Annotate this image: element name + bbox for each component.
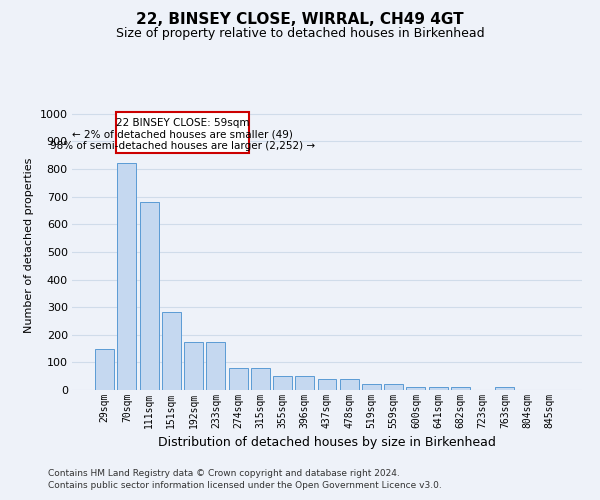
Bar: [162, 312, 181, 390]
Text: Contains HM Land Registry data © Crown copyright and database right 2024.: Contains HM Land Registry data © Crown c…: [48, 468, 400, 477]
Bar: [496, 387, 514, 390]
Bar: [295, 376, 314, 390]
Bar: [118, 163, 136, 390]
Text: Contains public sector information licensed under the Open Government Licence v3: Contains public sector information licen…: [48, 481, 442, 490]
Bar: [206, 342, 225, 390]
Bar: [317, 379, 337, 390]
Bar: [116, 112, 249, 153]
Bar: [384, 384, 403, 390]
Text: 22, BINSEY CLOSE, WIRRAL, CH49 4GT: 22, BINSEY CLOSE, WIRRAL, CH49 4GT: [136, 12, 464, 28]
Bar: [273, 376, 292, 390]
Text: Distribution of detached houses by size in Birkenhead: Distribution of detached houses by size …: [158, 436, 496, 449]
Bar: [229, 368, 248, 390]
Text: Size of property relative to detached houses in Birkenhead: Size of property relative to detached ho…: [116, 28, 484, 40]
Bar: [251, 368, 270, 390]
Y-axis label: Number of detached properties: Number of detached properties: [24, 158, 34, 332]
Bar: [362, 384, 381, 390]
Bar: [340, 379, 359, 390]
Bar: [406, 387, 425, 390]
Text: 22 BINSEY CLOSE: 59sqm: 22 BINSEY CLOSE: 59sqm: [116, 118, 249, 128]
Bar: [95, 349, 114, 390]
Text: ← 2% of detached houses are smaller (49): ← 2% of detached houses are smaller (49): [72, 130, 293, 140]
Bar: [451, 387, 470, 390]
Bar: [140, 202, 158, 390]
Bar: [429, 387, 448, 390]
Bar: [184, 342, 203, 390]
Text: 98% of semi-detached houses are larger (2,252) →: 98% of semi-detached houses are larger (…: [50, 140, 315, 150]
